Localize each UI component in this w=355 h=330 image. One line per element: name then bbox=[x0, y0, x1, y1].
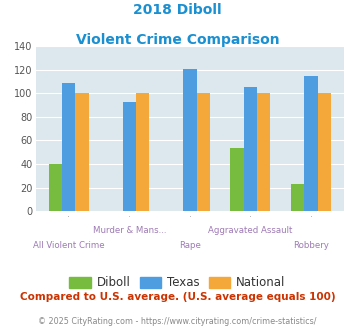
Bar bbox=[304, 76, 318, 211]
Bar bbox=[123, 102, 136, 211]
Bar bbox=[291, 184, 304, 211]
Bar bbox=[257, 93, 271, 211]
Bar bbox=[230, 148, 244, 211]
Bar bbox=[136, 93, 149, 211]
Legend: Diboll, Texas, National: Diboll, Texas, National bbox=[65, 272, 290, 294]
Text: Robbery: Robbery bbox=[293, 241, 329, 250]
Text: 2018 Diboll: 2018 Diboll bbox=[133, 3, 222, 17]
Text: Aggravated Assault: Aggravated Assault bbox=[208, 226, 293, 235]
Bar bbox=[76, 93, 89, 211]
Bar bbox=[49, 164, 62, 211]
Text: Murder & Mans...: Murder & Mans... bbox=[93, 226, 166, 235]
Bar bbox=[183, 69, 197, 211]
Text: Violent Crime Comparison: Violent Crime Comparison bbox=[76, 33, 279, 47]
Bar bbox=[244, 87, 257, 211]
Bar bbox=[197, 93, 210, 211]
Text: Rape: Rape bbox=[179, 241, 201, 250]
Text: Compared to U.S. average. (U.S. average equals 100): Compared to U.S. average. (U.S. average … bbox=[20, 292, 335, 302]
Text: © 2025 CityRating.com - https://www.cityrating.com/crime-statistics/: © 2025 CityRating.com - https://www.city… bbox=[38, 317, 317, 326]
Text: All Violent Crime: All Violent Crime bbox=[33, 241, 105, 250]
Bar bbox=[318, 93, 331, 211]
Bar bbox=[62, 83, 76, 211]
